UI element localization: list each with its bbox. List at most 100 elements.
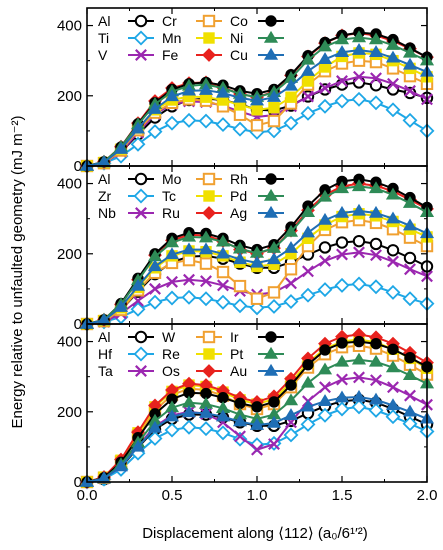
legend-entry: [258, 47, 284, 60]
legend-label: Ni: [230, 30, 243, 46]
data-point: [251, 401, 263, 413]
data-point: [351, 203, 367, 216]
data-point: [351, 352, 367, 365]
data-point: [317, 407, 333, 423]
data-point: [164, 409, 180, 422]
legend-marker: [133, 346, 149, 362]
legend-row-label: Al: [98, 13, 110, 29]
data-point: [113, 141, 129, 154]
y-tick-label: 0: [74, 158, 82, 175]
data-point: [351, 42, 367, 55]
legend-entry: W: [128, 329, 176, 345]
data-point: [334, 354, 350, 367]
data-point: [181, 289, 197, 305]
data-point: [283, 240, 299, 253]
data-point: [319, 344, 331, 356]
data-point: [404, 263, 416, 276]
data-point: [181, 112, 197, 128]
legend-label: Ru: [162, 205, 180, 221]
data-point: [351, 179, 367, 192]
data-point: [232, 252, 248, 265]
legend-marker: [133, 188, 149, 204]
legend-marker: [202, 14, 216, 28]
legend-marker: [135, 207, 147, 219]
legend-marker: [134, 14, 148, 28]
legend-label: Os: [162, 363, 180, 379]
data-point: [232, 90, 248, 103]
data-point: [215, 294, 231, 310]
data-point: [166, 275, 178, 288]
data-point: [300, 64, 316, 76]
data-point: [215, 246, 231, 259]
data-point: [317, 39, 333, 52]
data-point: [387, 381, 399, 394]
data-point: [283, 393, 299, 406]
data-point: [130, 121, 146, 134]
legend-entry: [258, 363, 284, 376]
data-point: [164, 235, 180, 248]
data-point: [386, 244, 400, 257]
data-point: [268, 102, 280, 114]
data-point: [250, 292, 264, 305]
legend-row-label: Zr: [98, 188, 112, 204]
legend-label: Cr: [162, 13, 177, 29]
legend-entry: Mn: [128, 30, 181, 46]
data-point: [249, 93, 265, 106]
data-point: [402, 368, 418, 380]
data-point: [198, 82, 214, 95]
data-point: [368, 354, 384, 367]
data-point: [302, 359, 314, 371]
data-point: [268, 438, 280, 451]
data-point: [402, 291, 418, 307]
legend-label: Tc: [162, 188, 176, 204]
data-point: [368, 95, 384, 111]
legend-label: Ir: [230, 329, 239, 345]
data-point: [181, 242, 197, 255]
data-point: [300, 416, 316, 432]
data-point: [317, 212, 333, 225]
data-point: [369, 237, 383, 251]
data-point: [353, 246, 365, 259]
data-point: [351, 30, 367, 43]
data-point: [319, 381, 331, 394]
data-point: [266, 123, 282, 139]
legend-row-label: Al: [98, 329, 110, 345]
data-point: [283, 408, 299, 420]
data-point: [368, 205, 384, 218]
data-point: [387, 343, 399, 355]
data-point: [266, 298, 282, 314]
data-point: [402, 57, 418, 70]
data-point: [300, 287, 316, 303]
data-point: [181, 405, 197, 418]
data-point: [300, 205, 316, 218]
data-point: [232, 431, 248, 447]
data-point: [368, 32, 384, 45]
data-point: [130, 439, 146, 452]
legend-row-label: Hf: [98, 346, 112, 362]
panel-frame: [86, 323, 428, 483]
data-point: [351, 399, 367, 415]
legend-entry: [258, 30, 284, 43]
data-point: [317, 98, 333, 114]
data-point: [334, 181, 350, 194]
legend-entry: Re: [128, 346, 180, 362]
data-point: [385, 211, 401, 224]
legend-marker: [263, 30, 279, 43]
data-point: [402, 112, 418, 128]
y-axis-label: Energy relative to unfaulted geometry (m…: [9, 115, 26, 428]
data-point: [249, 417, 265, 430]
data-point: [234, 430, 246, 443]
legend-marker: [203, 32, 215, 44]
data-point: [317, 362, 333, 375]
legend-entry: Pd: [196, 188, 247, 204]
legend-marker: [134, 330, 148, 344]
legend-row-label: Ta: [98, 363, 113, 379]
data-point: [336, 373, 348, 386]
data-point: [334, 205, 350, 218]
x-tick-label: 1.5: [332, 487, 353, 504]
data-point: [336, 75, 348, 88]
legend-marker: [203, 190, 215, 202]
